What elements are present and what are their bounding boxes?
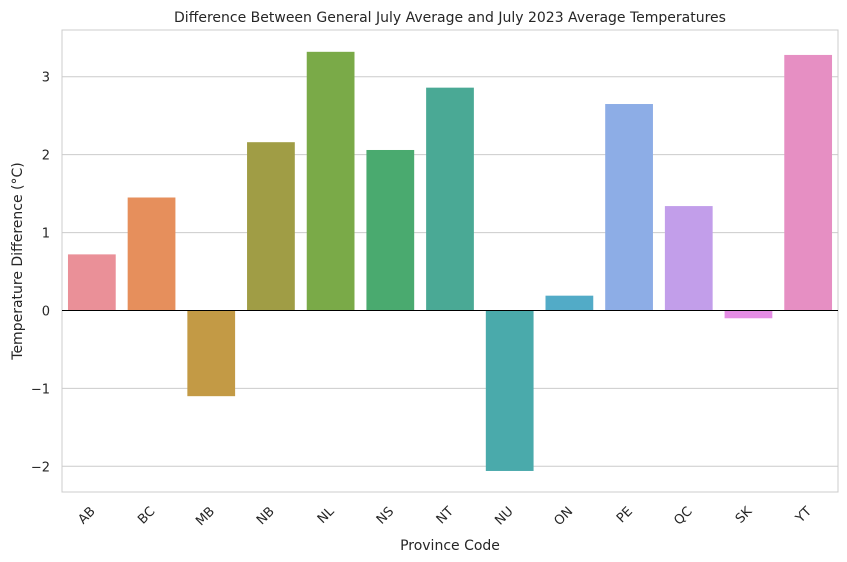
y-tick-label: 0 — [42, 304, 50, 319]
x-tick-label: PE — [614, 504, 636, 526]
y-tick-label: 3 — [42, 71, 50, 86]
bar-nl — [306, 51, 355, 311]
x-ticks: AB BC MB NB NL NS NT NU ON PE QC SK YT — [75, 504, 815, 529]
chart-title: Difference Between General July Average … — [174, 10, 726, 26]
x-tick-label: QC — [671, 504, 695, 528]
y-tick-label: 2 — [42, 149, 50, 164]
bar-pe — [605, 104, 653, 311]
bar-ns — [366, 149, 415, 311]
bar-mb — [187, 310, 236, 397]
bar-on — [545, 295, 594, 311]
x-tick-label: SK — [733, 504, 756, 527]
x-tick-label: NB — [254, 504, 278, 528]
y-tick-label: −2 — [31, 460, 50, 475]
bars — [67, 51, 833, 471]
x-tick-label: YT — [792, 504, 815, 527]
bar-sk — [724, 310, 773, 319]
x-tick-label: MB — [193, 504, 218, 529]
bar-nb — [247, 142, 295, 311]
x-tick-label: NT — [434, 504, 457, 527]
x-tick-label: NL — [315, 504, 338, 527]
bar-bc — [127, 197, 176, 311]
bar-nt — [426, 87, 474, 311]
bar-qc — [664, 206, 713, 311]
x-tick-label: BC — [135, 504, 158, 527]
y-axis-label: Temperature Difference (°C) — [10, 162, 26, 360]
y-ticks: −2 −1 0 1 2 3 — [31, 71, 50, 476]
y-tick-label: 1 — [42, 227, 50, 242]
bar-nu — [485, 310, 534, 471]
bar-yt — [784, 54, 833, 311]
x-tick-label: ON — [551, 504, 576, 529]
x-tick-label: AB — [75, 504, 98, 527]
bar-ab — [67, 254, 116, 311]
y-tick-label: −1 — [31, 382, 50, 397]
x-tick-label: NU — [492, 504, 516, 528]
x-axis-label: Province Code — [400, 538, 500, 554]
x-tick-label: NS — [374, 504, 397, 527]
